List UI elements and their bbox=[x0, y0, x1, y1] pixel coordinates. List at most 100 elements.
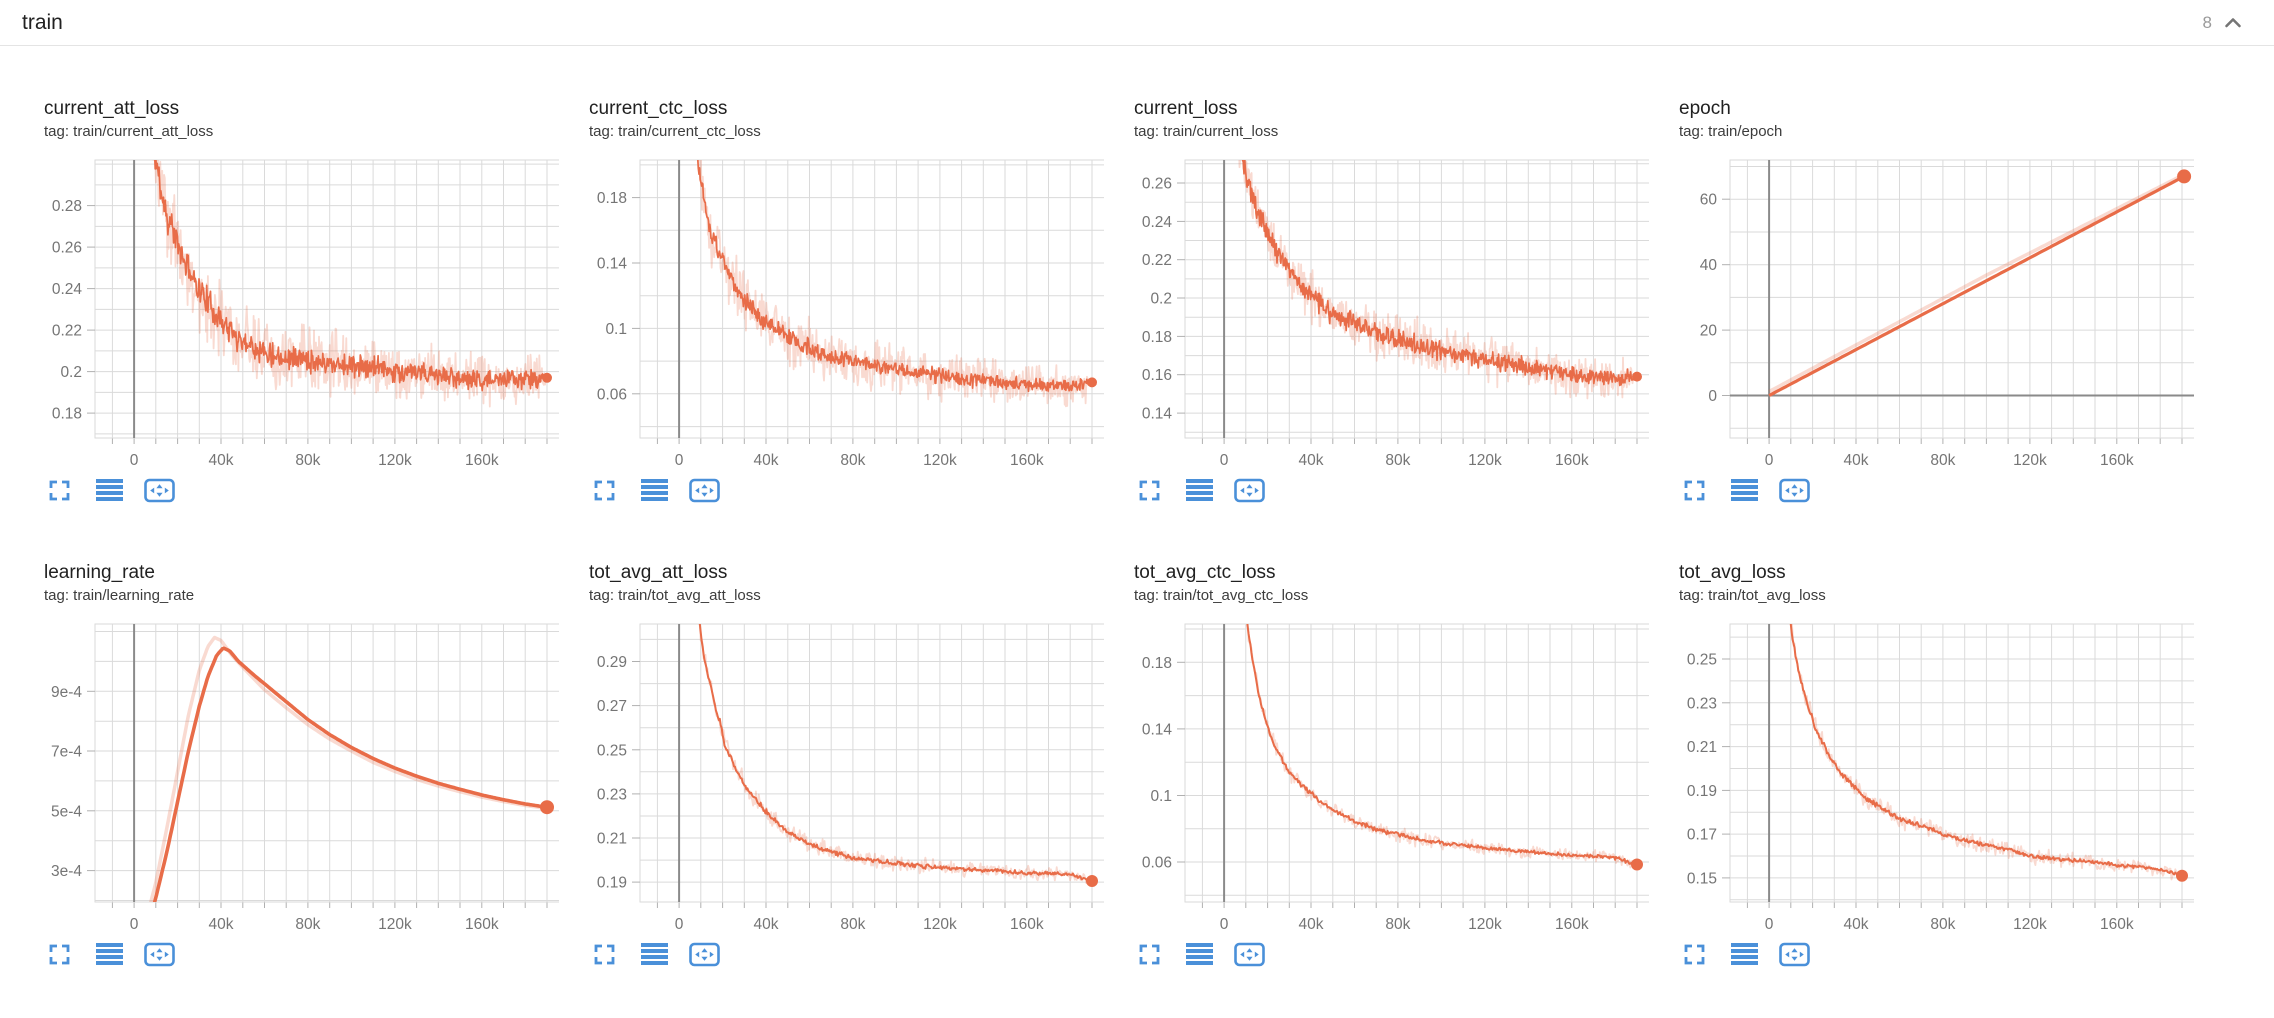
stacked-lines-icon[interactable] bbox=[637, 940, 671, 968]
svg-text:0.23: 0.23 bbox=[597, 786, 627, 803]
stacked-lines-icon[interactable] bbox=[1182, 940, 1216, 968]
svg-text:60: 60 bbox=[1700, 192, 1718, 209]
svg-text:120k: 120k bbox=[923, 916, 957, 932]
svg-text:40k: 40k bbox=[209, 452, 234, 468]
scalar-chart-card: tot_avg_att_loss tag: train/tot_avg_att_… bbox=[559, 560, 1104, 968]
fit-domain-icon[interactable] bbox=[142, 940, 176, 968]
chart-actions bbox=[42, 476, 559, 504]
stacked-lines-icon[interactable] bbox=[1727, 940, 1761, 968]
section-header: train 8 bbox=[0, 0, 2274, 46]
svg-text:80k: 80k bbox=[1385, 916, 1410, 932]
scalar-line-chart[interactable]: 0.26 0.24 0.22 0.2 0.18 0.16 0.14 0 40k 80k 120k 16… bbox=[1104, 154, 1649, 468]
stacked-lines-icon[interactable] bbox=[1182, 476, 1216, 504]
svg-text:120k: 120k bbox=[378, 916, 412, 932]
fit-domain-icon[interactable] bbox=[1777, 476, 1811, 504]
chart-title: tot_avg_att_loss bbox=[589, 562, 728, 583]
svg-text:40k: 40k bbox=[754, 916, 779, 932]
chart-tag: tag: train/current_att_loss bbox=[44, 123, 214, 140]
svg-text:0.14: 0.14 bbox=[1142, 721, 1173, 738]
svg-text:9e-4: 9e-4 bbox=[51, 684, 82, 701]
section-title: train bbox=[22, 10, 63, 34]
fullscreen-icon[interactable] bbox=[42, 476, 76, 504]
svg-text:0: 0 bbox=[1765, 452, 1774, 468]
chart-tag: tag: train/tot_avg_ctc_loss bbox=[1134, 587, 1309, 604]
fit-domain-icon[interactable] bbox=[1777, 940, 1811, 968]
scalar-line-chart[interactable]: 0.18 0.14 0.1 0.06 0 40k 80k 120k 160k bbox=[559, 154, 1104, 468]
svg-text:0.24: 0.24 bbox=[52, 281, 83, 298]
scalar-chart-card: current_ctc_loss tag: train/current_ctc_… bbox=[559, 96, 1104, 504]
chart-title: learning_rate bbox=[44, 562, 155, 583]
scalar-line-chart[interactable]: 0.29 0.27 0.25 0.23 0.21 0.19 0 40k 80k 120k 160k bbox=[559, 618, 1104, 932]
fit-domain-icon[interactable] bbox=[142, 476, 176, 504]
svg-text:0.24: 0.24 bbox=[1142, 214, 1173, 231]
chart-actions bbox=[1677, 940, 2194, 968]
scalar-line-chart[interactable]: 0.18 0.14 0.1 0.06 0 40k 80k 120k 160k bbox=[1104, 618, 1649, 932]
fullscreen-icon[interactable] bbox=[42, 940, 76, 968]
svg-text:120k: 120k bbox=[1468, 916, 1502, 932]
svg-text:40k: 40k bbox=[1299, 916, 1324, 932]
scalar-line-chart[interactable]: 0.25 0.23 0.21 0.19 0.17 0.15 0 40k 80k 120k 160k bbox=[1649, 618, 2194, 932]
svg-text:0.23: 0.23 bbox=[1687, 695, 1717, 712]
stacked-lines-icon[interactable] bbox=[1727, 476, 1761, 504]
svg-text:0.17: 0.17 bbox=[1687, 827, 1717, 844]
chart-title: tot_avg_loss bbox=[1679, 562, 1786, 583]
svg-text:0.1: 0.1 bbox=[605, 321, 627, 338]
svg-text:80k: 80k bbox=[1930, 452, 1955, 468]
svg-text:40k: 40k bbox=[1299, 452, 1324, 468]
svg-text:0: 0 bbox=[130, 452, 139, 468]
svg-text:160k: 160k bbox=[1010, 916, 1044, 932]
fullscreen-icon[interactable] bbox=[587, 476, 621, 504]
svg-text:80k: 80k bbox=[1385, 452, 1410, 468]
stacked-lines-icon[interactable] bbox=[92, 940, 126, 968]
svg-text:0.22: 0.22 bbox=[52, 323, 82, 340]
svg-text:0.26: 0.26 bbox=[52, 240, 82, 257]
scalar-chart-card: learning_rate tag: train/learning_rate 9… bbox=[14, 560, 559, 968]
svg-text:0.18: 0.18 bbox=[597, 190, 627, 207]
svg-text:160k: 160k bbox=[1010, 452, 1044, 468]
chart-tag: tag: train/current_ctc_loss bbox=[589, 123, 761, 140]
fit-domain-icon[interactable] bbox=[687, 476, 721, 504]
collapse-section-button[interactable] bbox=[2220, 10, 2246, 36]
section-header-right: 8 bbox=[2203, 10, 2246, 36]
scalar-line-chart[interactable]: 9e-4 7e-4 5e-4 3e-4 0 40k 80k 120k 160k bbox=[14, 618, 559, 932]
fullscreen-icon[interactable] bbox=[1132, 940, 1166, 968]
svg-text:0.2: 0.2 bbox=[1150, 291, 1172, 308]
scalar-line-chart[interactable]: 60 40 20 0 0 40k 80k 120k 160k bbox=[1649, 154, 2194, 468]
fit-domain-icon[interactable] bbox=[1232, 476, 1266, 504]
svg-text:0.18: 0.18 bbox=[52, 406, 82, 423]
stacked-lines-icon[interactable] bbox=[637, 476, 671, 504]
stacked-lines-icon[interactable] bbox=[92, 476, 126, 504]
svg-text:80k: 80k bbox=[840, 452, 865, 468]
svg-text:80k: 80k bbox=[840, 916, 865, 932]
svg-text:40k: 40k bbox=[1844, 916, 1869, 932]
fit-domain-icon[interactable] bbox=[1232, 940, 1266, 968]
svg-text:160k: 160k bbox=[2100, 916, 2134, 932]
svg-text:0.25: 0.25 bbox=[1687, 652, 1717, 669]
svg-text:0.25: 0.25 bbox=[597, 742, 627, 759]
fullscreen-icon[interactable] bbox=[1677, 476, 1711, 504]
svg-text:160k: 160k bbox=[1555, 916, 1589, 932]
scalar-chart-card: current_att_loss tag: train/current_att_… bbox=[14, 96, 559, 504]
fullscreen-icon[interactable] bbox=[1677, 940, 1711, 968]
svg-text:40k: 40k bbox=[1844, 452, 1869, 468]
svg-text:0: 0 bbox=[1708, 388, 1717, 405]
scalar-line-chart[interactable]: 0.28 0.26 0.24 0.22 0.2 0.18 0 40k 80k 120k 160k bbox=[14, 154, 559, 468]
svg-text:120k: 120k bbox=[2013, 916, 2047, 932]
scalar-chart-card: current_loss tag: train/current_loss 0.2… bbox=[1104, 96, 1649, 504]
charts-grid: current_att_loss tag: train/current_att_… bbox=[0, 46, 2274, 968]
fullscreen-icon[interactable] bbox=[587, 940, 621, 968]
chevron-up-icon bbox=[2225, 17, 2241, 27]
svg-text:80k: 80k bbox=[1930, 916, 1955, 932]
svg-text:160k: 160k bbox=[2100, 452, 2134, 468]
fit-domain-icon[interactable] bbox=[687, 940, 721, 968]
svg-text:0.15: 0.15 bbox=[1687, 870, 1717, 887]
chart-tag: tag: train/epoch bbox=[1679, 123, 1783, 140]
fullscreen-icon[interactable] bbox=[1132, 476, 1166, 504]
svg-text:0: 0 bbox=[1765, 916, 1774, 932]
chart-title: current_loss bbox=[1134, 98, 1238, 119]
svg-text:160k: 160k bbox=[465, 916, 499, 932]
chart-actions bbox=[1132, 476, 1649, 504]
svg-text:0.18: 0.18 bbox=[1142, 655, 1172, 672]
chart-tag: tag: train/learning_rate bbox=[44, 587, 195, 604]
scalar-chart-card: tot_avg_loss tag: train/tot_avg_loss 0.2… bbox=[1649, 560, 2194, 968]
